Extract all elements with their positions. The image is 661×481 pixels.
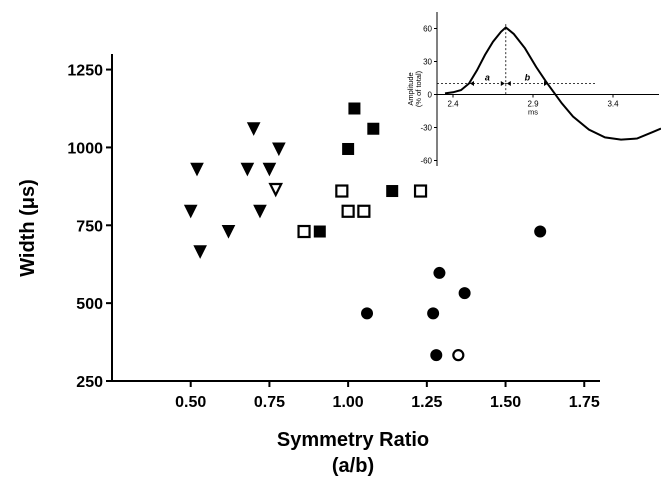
main-x-ticks: 0.50 0.75 1.00 1.25 1.50 1.75 [175, 381, 600, 411]
data-point-triangle-filled [183, 204, 198, 219]
inset-annotation-a: a [485, 73, 490, 83]
inset-x-ticks: 2.4 2.9 3.4 [447, 94, 619, 109]
inset-arrow-a-right [500, 81, 505, 86]
data-point-circle-open [452, 349, 465, 362]
data-point-triangle-filled [262, 162, 277, 177]
inset-y-tick-label: 60 [423, 25, 432, 34]
inset-y-tick-label: -30 [420, 124, 432, 133]
inset-arrow-a-left [470, 81, 474, 86]
inset-y-tick-label: 0 [428, 91, 433, 100]
inset-waveform-chart: 2.4 2.9 3.4 -60 -30 0 30 60 a b ms Amplitude (… [406, 12, 661, 166]
main-x-axis-sublabel: (a/b) [332, 455, 374, 477]
data-point-square-open [341, 204, 355, 218]
data-point-circle-filled [534, 225, 547, 238]
data-point-circle-filled [361, 307, 374, 320]
inset-x-tick-label: 2.9 [527, 100, 539, 109]
main-scatter-chart: 0.50 0.75 1.00 1.25 1.50 1.75 250 500 750 1000 12… [17, 54, 600, 477]
inset-waveform-line [444, 26, 661, 141]
inset-y-axis-sublabel: (% of total) [414, 70, 423, 107]
data-point-square-open [335, 184, 349, 198]
inset-annotation-b: b [525, 73, 531, 83]
main-x-axis-label: Symmetry Ratio [277, 429, 429, 451]
main-y-tick-label: 500 [76, 296, 103, 313]
data-point-square-filled [313, 225, 326, 238]
inset-y-tick-label: 30 [423, 58, 432, 67]
inset-y-tick-label: -60 [420, 157, 432, 166]
data-point-square-open [297, 224, 311, 239]
data-point-circle-filled [458, 287, 471, 300]
data-point-triangle-filled [253, 204, 267, 219]
main-x-tick-label: 1.75 [569, 394, 600, 411]
main-y-tick-label: 1250 [67, 63, 103, 80]
inset-arrow-b-left [506, 81, 511, 86]
inset-y-axis-label: Amplitude [406, 72, 415, 105]
inset-x-tick-label: 2.4 [447, 100, 459, 109]
data-point-square-filled [386, 185, 399, 198]
data-point-square-filled [367, 122, 380, 135]
main-x-tick-label: 0.50 [175, 394, 206, 411]
data-point-circle-filled [427, 307, 440, 320]
main-x-tick-label: 1.50 [490, 394, 521, 411]
inset-reference-lines [437, 24, 597, 95]
data-point-triangle-filled [190, 162, 204, 177]
main-y-tick-label: 1000 [67, 140, 103, 157]
main-x-tick-label: 1.00 [333, 394, 364, 411]
inset-arrow-b-right [544, 81, 548, 86]
data-point-triangle-filled [221, 225, 236, 239]
data-point-triangle-filled [240, 162, 255, 177]
main-x-tick-label: 0.75 [254, 394, 285, 411]
main-points [183, 102, 547, 362]
main-x-tick-label: 1.25 [411, 394, 442, 411]
data-point-triangle-filled [246, 122, 261, 136]
data-point-square-filled [348, 102, 361, 115]
data-point-triangle-filled [272, 142, 286, 157]
data-point-triangle-open [268, 182, 283, 198]
inset-x-tick-label: 3.4 [607, 100, 619, 109]
main-y-axis-label: Width (μs) [17, 179, 39, 277]
main-y-tick-label: 750 [76, 218, 103, 235]
main-y-ticks: 250 500 750 1000 1250 [67, 63, 112, 391]
inset-y-ticks: -60 -30 0 30 60 [420, 25, 437, 166]
data-point-square-open [357, 204, 371, 218]
data-point-square-open [413, 184, 428, 198]
data-point-circle-filled [433, 266, 446, 279]
inset-x-axis-label: ms [528, 108, 538, 117]
data-point-circle-filled [430, 349, 443, 362]
data-point-square-filled [342, 142, 355, 155]
data-point-triangle-filled [193, 245, 207, 259]
main-y-tick-label: 250 [76, 374, 103, 391]
